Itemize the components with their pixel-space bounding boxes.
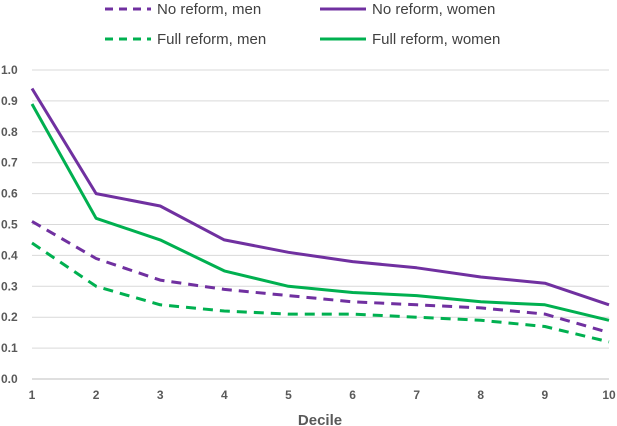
x-tick-label: 8 — [477, 388, 484, 402]
x-tick-label: 10 — [602, 388, 616, 402]
y-tick-label: 0.2 — [1, 310, 18, 324]
x-tick-label: 7 — [413, 388, 420, 402]
y-tick-label: 0.9 — [1, 94, 18, 108]
series-lines — [30, 87, 610, 344]
y-tick-label: 0.3 — [1, 279, 18, 293]
legend-label: Full reform, men — [157, 31, 266, 48]
gridlines — [32, 69, 609, 380]
legend: No reform, men No reform, women Full refor… — [105, 1, 500, 48]
x-tick-label: 6 — [349, 388, 356, 402]
x-tick-label: 4 — [221, 388, 228, 402]
x-tick-label: 9 — [542, 388, 549, 402]
x-axis-title: Decile — [298, 412, 342, 426]
x-axis-ticks: 1 2 3 4 5 6 7 8 9 10 — [29, 388, 616, 402]
legend-label: No reform, women — [372, 1, 495, 18]
x-tick-label: 2 — [93, 388, 100, 402]
y-tick-label: 0.5 — [1, 218, 18, 232]
y-tick-label: 0.0 — [1, 372, 18, 386]
y-tick-label: 1.0 — [1, 63, 18, 77]
series-line — [30, 87, 610, 307]
y-tick-label: 0.1 — [1, 341, 18, 355]
y-axis-ticks: 0.0 0.1 0.2 0.3 0.4 0.5 0.6 0.7 0.8 0.9 1.0 — [1, 63, 18, 386]
legend-label: No reform, men — [157, 1, 261, 18]
y-tick-label: 0.8 — [1, 125, 18, 139]
series-line — [31, 220, 610, 335]
legend-label: Full reform, women — [372, 31, 500, 48]
y-tick-label: 0.6 — [1, 187, 18, 201]
x-tick-label: 1 — [29, 388, 36, 402]
y-tick-label: 0.4 — [1, 248, 18, 262]
series-line — [30, 103, 610, 322]
y-tick-label: 0.7 — [1, 156, 18, 170]
series-line — [31, 241, 610, 344]
x-tick-label: 5 — [285, 388, 292, 402]
x-tick-label: 3 — [157, 388, 164, 402]
